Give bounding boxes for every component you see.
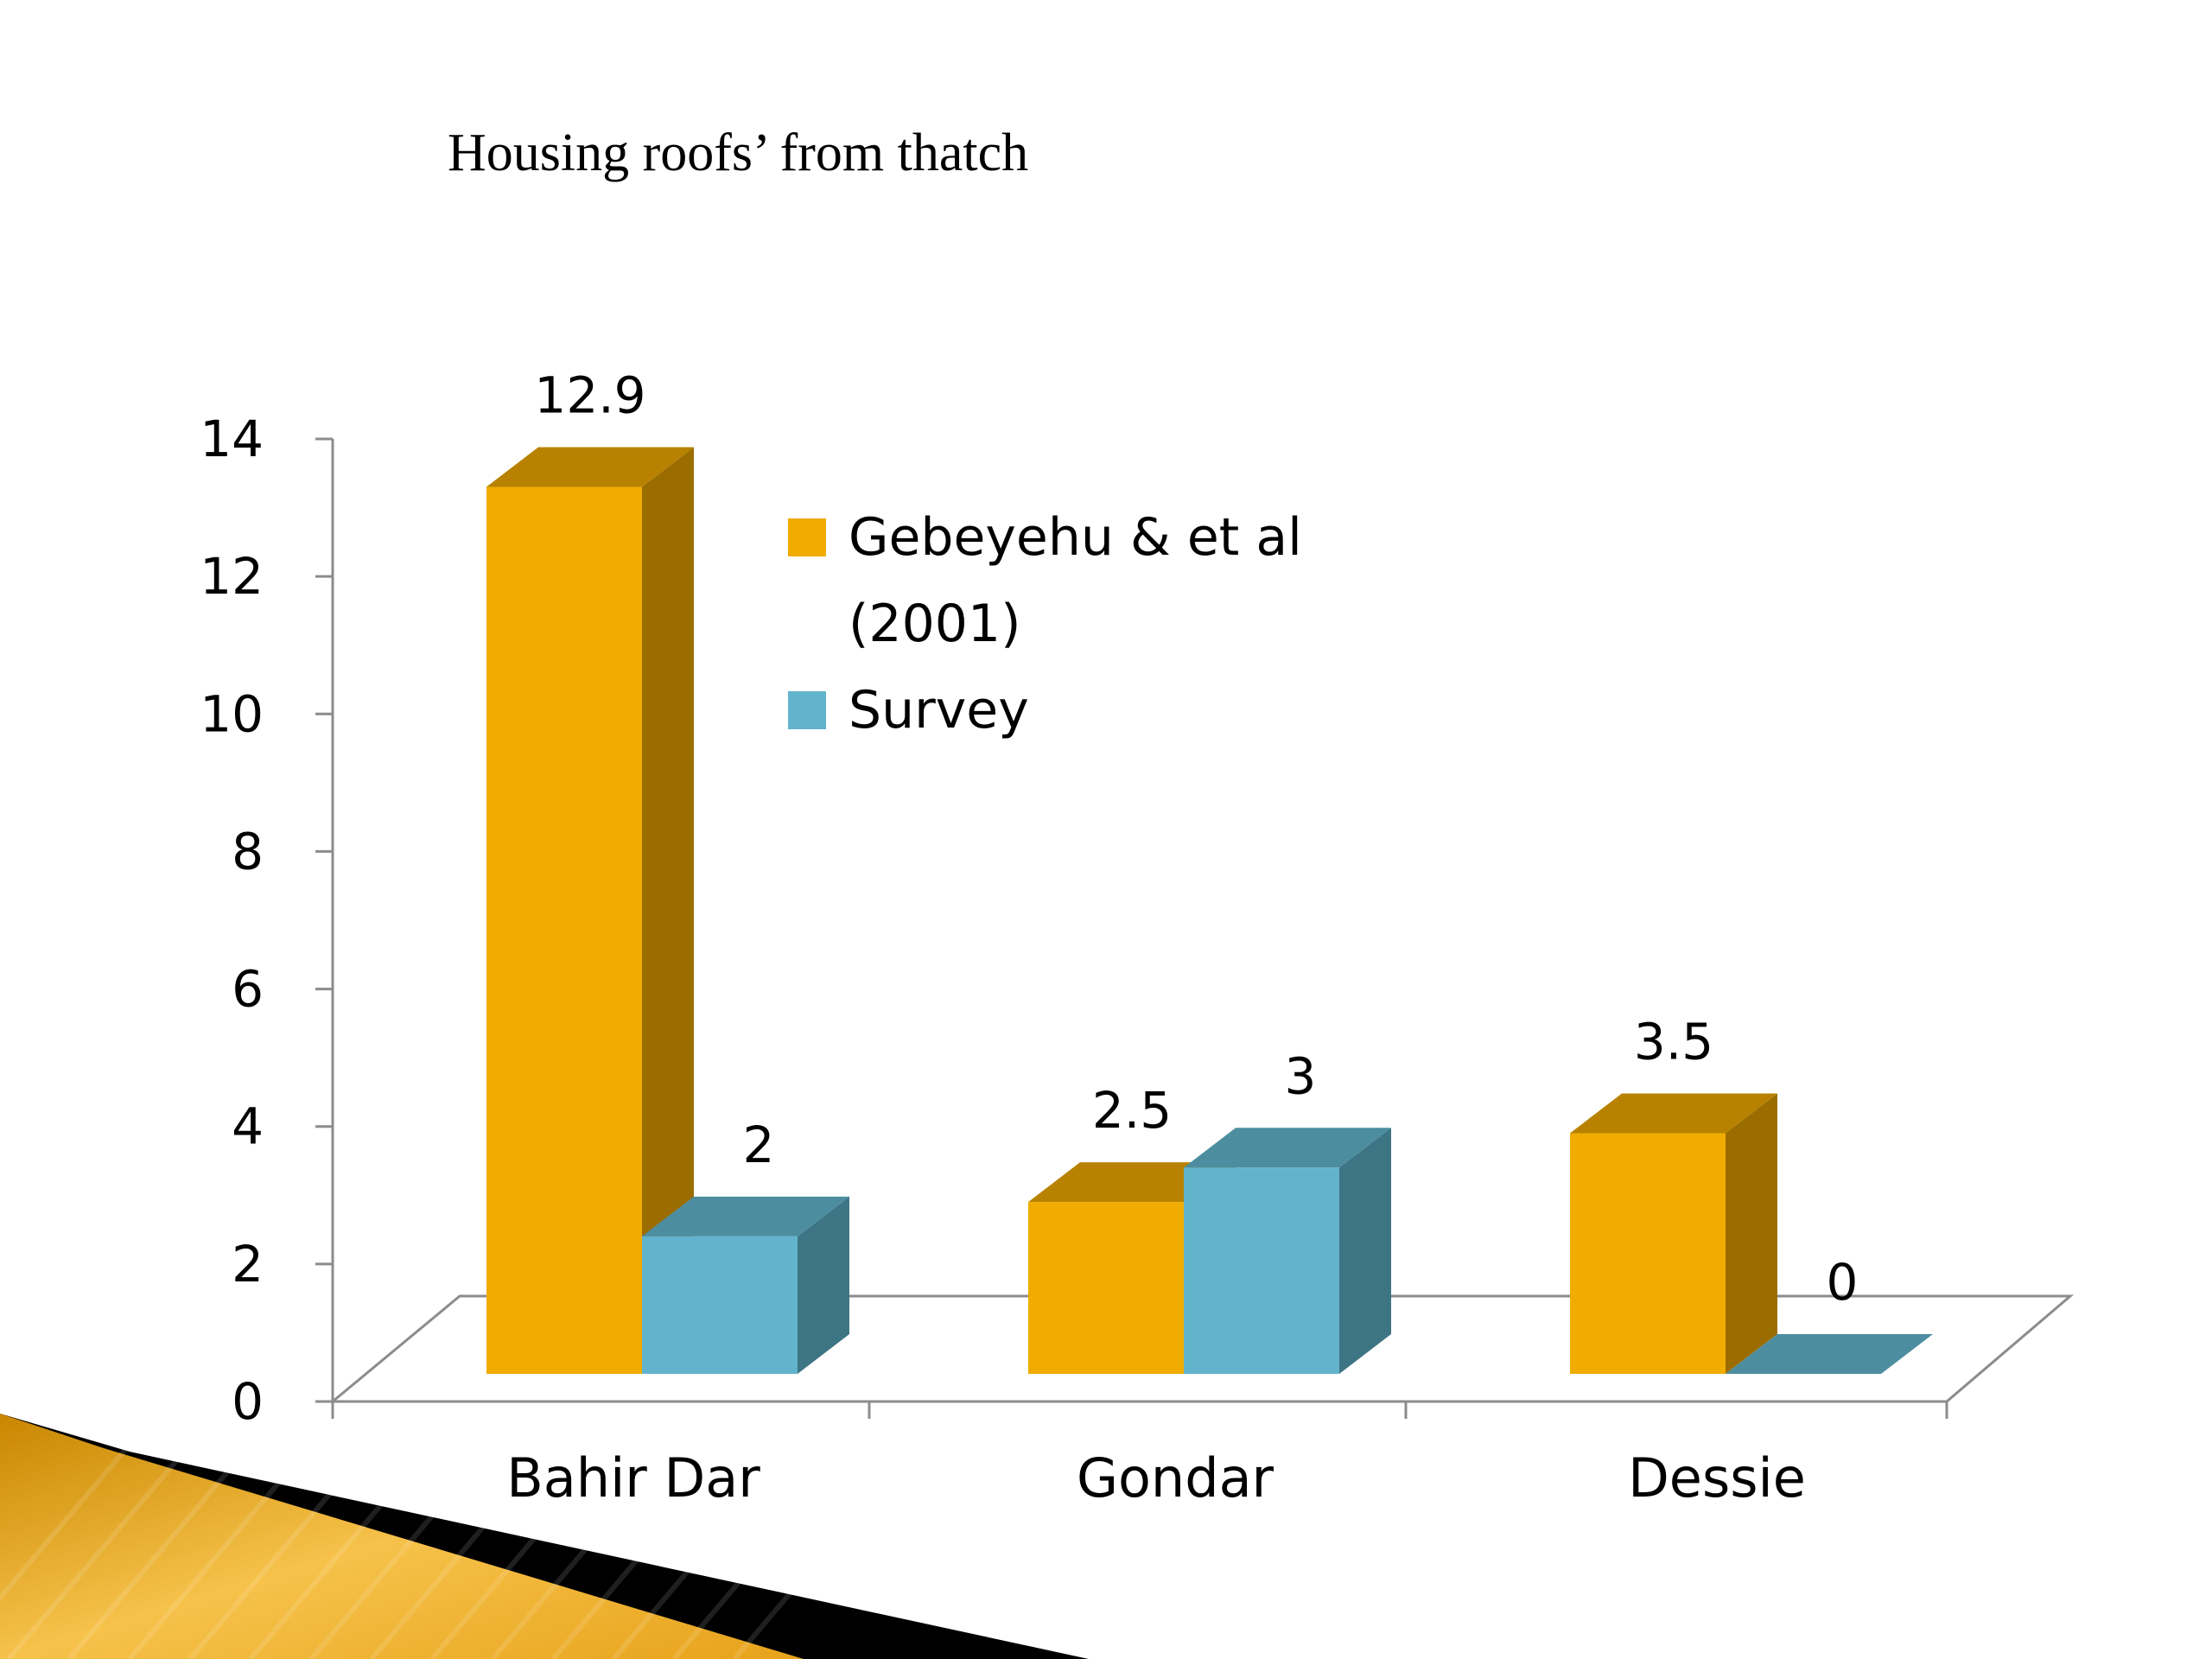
decor-stripe [308,1433,504,1659]
bar-survey [1184,1128,1391,1374]
bar-front-face [1028,1202,1184,1374]
bar-chart: 0 2 4 6 8 10 12 14 Bahir Dar Gondar Dessie 12.9 2 2.… [200,366,2075,1510]
decor-stripe [732,1433,927,1659]
decor-stripe [127,1433,322,1659]
y-tick-label: 4 [232,1097,264,1156]
data-label: 12.9 [534,366,645,425]
decor-stripe [248,1433,443,1659]
legend-swatch [788,518,826,556]
y-tick-label: 14 [200,410,264,468]
decor-stripe [550,1433,746,1659]
chart-bars [486,447,1933,1374]
bar-side-face [1726,1093,1777,1374]
bar-front-face [486,486,642,1374]
decor-stripe [490,1433,685,1659]
bar-side-face [642,447,694,1374]
data-label: 2 [743,1116,775,1174]
bar-front-face [1570,1133,1726,1374]
bar-top-face [1726,1334,1933,1374]
bar-survey [1726,1334,1933,1374]
data-label: 0 [1827,1253,1859,1312]
chart-title: Housing roofs’ from thatch [448,124,1028,182]
bar-side-face [1339,1128,1391,1374]
y-tick-label: 0 [232,1372,264,1431]
decor-gold-band [0,1414,804,1659]
bar-front-face [1184,1167,1339,1374]
y-tick-label: 8 [232,822,264,880]
chart-axes: 0 2 4 6 8 10 12 14 Bahir Dar Gondar Dessie [200,410,1948,1510]
decor-stripe [671,1433,867,1659]
y-tick-label: 6 [232,960,264,1019]
bar-top-face [486,447,694,487]
chart-data-labels: 12.9 2 2.5 3 3.5 0 [534,366,1858,1312]
bar-survey [642,1196,849,1374]
decor-stripe [369,1433,564,1659]
legend-label: Gebeyehu & et al [849,507,1302,568]
legend-item-gebeyehu: Gebeyehu & et al (2001) [788,507,1302,654]
legend-label: Survey [849,680,1029,741]
data-label: 3 [1285,1046,1317,1105]
bar-gebeyehu [486,447,694,1374]
decor-stripe [611,1433,806,1659]
legend-swatch [788,691,826,729]
decor-stripe [188,1433,383,1659]
y-tick-label: 12 [200,547,264,606]
bar-gebeyehu [1570,1093,1777,1374]
corner-decoration [0,1414,1469,1659]
x-category-label: Dessie [1628,1446,1806,1510]
bar-top-face [1570,1093,1777,1134]
decor-stripe [6,1433,201,1659]
bar-front-face [642,1236,798,1374]
bar-top-face [642,1196,849,1236]
y-tick-label: 10 [200,684,264,743]
y-tick-label: 2 [232,1235,264,1294]
bar-top-face [1184,1128,1391,1168]
legend-item-survey: Survey [788,680,1029,741]
decor-stripe [0,1433,141,1602]
decor-stripe [67,1433,262,1659]
decor-stripe [429,1433,625,1659]
chart-legend: Gebeyehu & et al (2001) Survey [788,507,1302,741]
data-label: 2.5 [1092,1081,1172,1140]
x-category-label: Gondar [1077,1446,1274,1510]
legend-label: (2001) [849,594,1021,654]
data-label: 3.5 [1634,1013,1713,1071]
x-category-label: Bahir Dar [506,1446,760,1510]
bar-side-face [798,1196,849,1374]
